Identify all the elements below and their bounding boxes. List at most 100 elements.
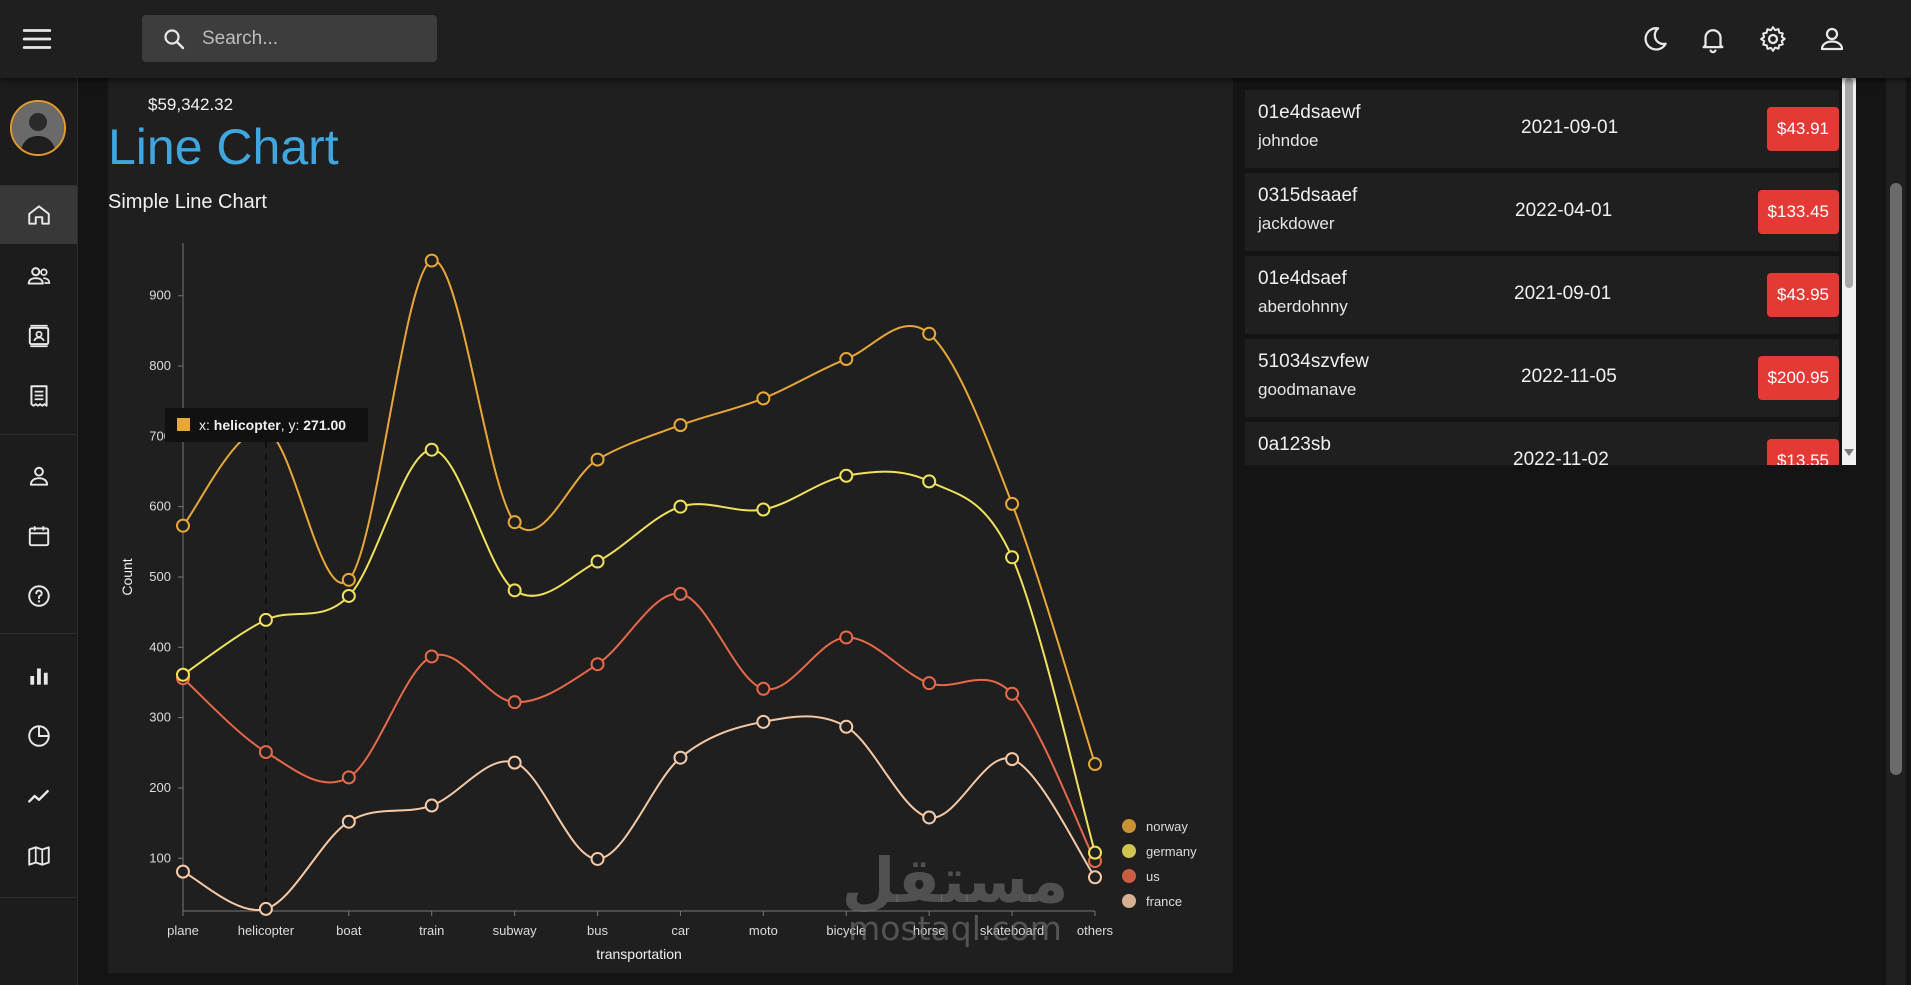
tooltip-x-value: helicopter [214, 417, 281, 433]
data-point-france[interactable] [590, 851, 605, 866]
page-title: Line Chart [108, 119, 339, 175]
calendar-icon[interactable] [0, 507, 77, 565]
data-point-france[interactable] [341, 814, 356, 829]
search-icon [164, 29, 185, 50]
contacts-icon[interactable] [0, 307, 77, 365]
data-point-germany[interactable] [1088, 845, 1102, 860]
data-point-germany[interactable] [507, 583, 522, 598]
data-point-france[interactable] [424, 798, 439, 813]
search-input[interactable] [200, 23, 429, 55]
data-point-france[interactable] [507, 755, 522, 770]
transaction-date: 2021-09-01 [1521, 117, 1619, 138]
data-point-us[interactable] [839, 630, 854, 645]
home-icon[interactable] [0, 186, 77, 244]
data-point-france[interactable] [176, 864, 190, 879]
line-chart-icon[interactable] [0, 767, 77, 825]
transaction-row[interactable]: 0315dsaaef jackdower 2022-04-01 $133.45 [1245, 173, 1839, 251]
data-point-germany[interactable] [258, 612, 273, 627]
notifications-icon[interactable] [1698, 24, 1728, 54]
search-box[interactable] [142, 15, 437, 62]
data-point-germany[interactable] [590, 554, 605, 569]
faq-icon[interactable] [0, 567, 77, 625]
data-point-germany[interactable] [341, 588, 356, 603]
data-point-germany[interactable] [839, 468, 854, 483]
x-tick-label: skateboard [980, 923, 1044, 938]
transaction-row[interactable]: 0a123sb stevebower 2022-11-02 $13.55 [1245, 422, 1839, 465]
pie-chart-icon[interactable] [0, 707, 77, 765]
data-point-germany[interactable] [1005, 550, 1020, 565]
profile-form-icon[interactable] [0, 447, 77, 505]
data-point-norway[interactable] [1088, 757, 1102, 772]
page-scrollbar[interactable] [1886, 78, 1906, 985]
data-point-us[interactable] [1005, 686, 1020, 701]
series-line-norway [182, 259, 1096, 765]
data-point-france[interactable] [258, 901, 273, 916]
data-point-germany[interactable] [673, 499, 688, 514]
transaction-row[interactable]: 01e4dsaef aberdohnny 2021-09-01 $43.95 [1245, 256, 1839, 334]
data-point-germany[interactable] [424, 442, 439, 457]
scroll-down-icon[interactable] [1844, 447, 1854, 457]
data-point-norway[interactable] [507, 515, 522, 530]
data-point-us[interactable] [756, 681, 771, 696]
transaction-cost-badge: $133.45 [1757, 190, 1839, 234]
invoices-icon[interactable] [0, 367, 77, 425]
dark-mode-icon[interactable] [1640, 24, 1670, 54]
data-point-us[interactable] [341, 770, 356, 785]
y-tick-label: 100 [149, 850, 171, 865]
bar-chart-icon[interactable] [0, 647, 77, 705]
legend-label-germany[interactable]: germany [1146, 844, 1197, 859]
top-bar [0, 0, 1911, 78]
data-point-us[interactable] [424, 649, 439, 664]
data-point-us[interactable] [507, 695, 522, 710]
data-point-germany[interactable] [176, 667, 190, 682]
tooltip-y-prefix: , y: [281, 417, 304, 433]
data-point-germany[interactable] [922, 474, 937, 489]
data-point-france[interactable] [673, 750, 688, 765]
settings-icon[interactable] [1758, 24, 1788, 54]
transaction-date: 2022-04-01 [1515, 200, 1613, 221]
data-point-france[interactable] [922, 810, 937, 825]
data-point-norway[interactable] [341, 572, 356, 587]
data-point-norway[interactable] [673, 418, 688, 433]
x-tick-label: moto [749, 923, 778, 938]
data-point-germany[interactable] [756, 502, 771, 517]
data-point-norway[interactable] [839, 352, 854, 367]
sidebar [0, 78, 78, 985]
legend-label-us[interactable]: us [1146, 869, 1160, 884]
data-point-norway[interactable] [1005, 496, 1020, 511]
data-point-france[interactable] [839, 719, 854, 734]
data-point-france[interactable] [756, 714, 771, 729]
legend-swatch-france[interactable] [1122, 894, 1136, 908]
x-tick-label: helicopter [238, 923, 295, 938]
legend-swatch-norway[interactable] [1122, 819, 1136, 833]
menu-icon[interactable] [20, 22, 54, 56]
data-point-france[interactable] [1088, 870, 1102, 885]
legend-swatch-germany[interactable] [1122, 844, 1136, 858]
data-point-us[interactable] [258, 745, 273, 760]
transaction-cost-badge: $200.95 [1757, 356, 1839, 400]
data-point-us[interactable] [590, 657, 605, 672]
legend-swatch-us[interactable] [1122, 869, 1136, 883]
profile-icon[interactable] [1817, 24, 1847, 54]
data-point-us[interactable] [922, 676, 937, 691]
data-point-norway[interactable] [590, 452, 605, 467]
transaction-date: 2022-11-05 [1521, 366, 1617, 387]
data-point-norway[interactable] [424, 253, 439, 268]
avatar[interactable] [10, 100, 66, 156]
data-point-france[interactable] [1005, 752, 1020, 767]
data-point-norway[interactable] [756, 391, 771, 406]
transaction-row[interactable]: 01e4dsaewf johndoe 2021-09-01 $43.91 [1245, 90, 1839, 168]
team-icon[interactable] [0, 247, 77, 305]
legend-label-france[interactable]: france [1146, 894, 1182, 909]
legend-label-norway[interactable]: norway [1146, 819, 1188, 834]
data-point-norway[interactable] [922, 326, 937, 341]
data-point-us[interactable] [673, 586, 688, 601]
transactions-scrollbar[interactable] [1842, 78, 1856, 465]
recent-transactions-list[interactable]: 01e4dsaewf johndoe 2021-09-01 $43.91 0315dsa… [1245, 78, 1859, 465]
data-point-norway[interactable] [176, 518, 190, 533]
transaction-date: 2021-09-01 [1514, 283, 1612, 304]
transaction-row[interactable]: 51034szvfew goodmanave 2022-11-05 $200.95 [1245, 339, 1839, 417]
transaction-cost-badge: $13.55 [1767, 439, 1839, 465]
geography-icon[interactable] [0, 827, 77, 885]
